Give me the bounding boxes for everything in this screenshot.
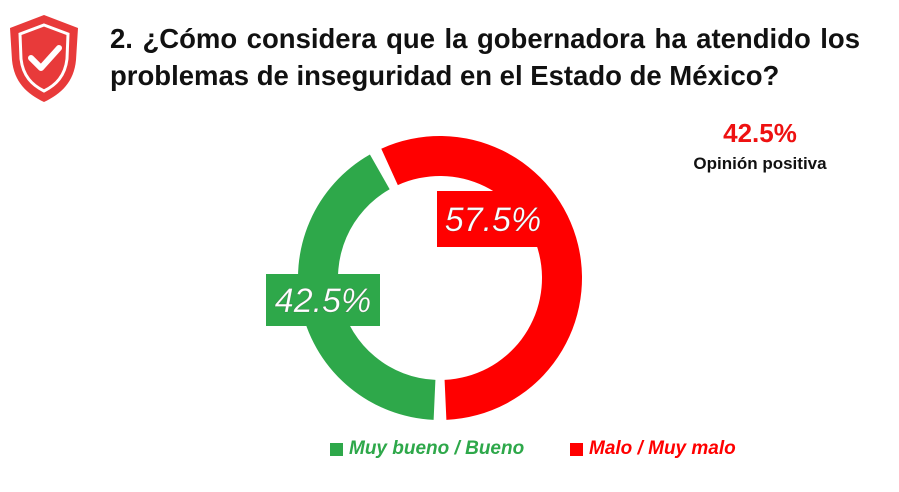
legend: Muy bueno / Bueno Malo / Muy malo [330, 437, 810, 463]
data-label: 42.5% [275, 282, 371, 320]
legend-item-malo-muy-malo: Malo / Muy malo [570, 437, 736, 461]
summary-label: Opinión positiva [693, 154, 827, 173]
data-label-box [437, 191, 549, 247]
data-label-box [266, 274, 380, 326]
slice-muy-bueno-bueno [297, 154, 436, 420]
shield-check-icon [10, 15, 78, 102]
legend-label: Muy bueno / Bueno [349, 438, 525, 459]
data-label: 57.5% [445, 201, 541, 239]
summary-value: 42.5% [723, 118, 797, 148]
summary-box: 42.5% Opinión positiva [650, 116, 870, 176]
legend-label: Malo / Muy malo [589, 438, 736, 459]
legend-swatch [570, 442, 583, 456]
legend-item-muy-bueno-bueno: Muy bueno / Bueno [330, 437, 524, 461]
page-title: 2. ¿Cómo considera que la gobernadora ha… [110, 23, 860, 91]
legend-swatch [330, 442, 343, 456]
